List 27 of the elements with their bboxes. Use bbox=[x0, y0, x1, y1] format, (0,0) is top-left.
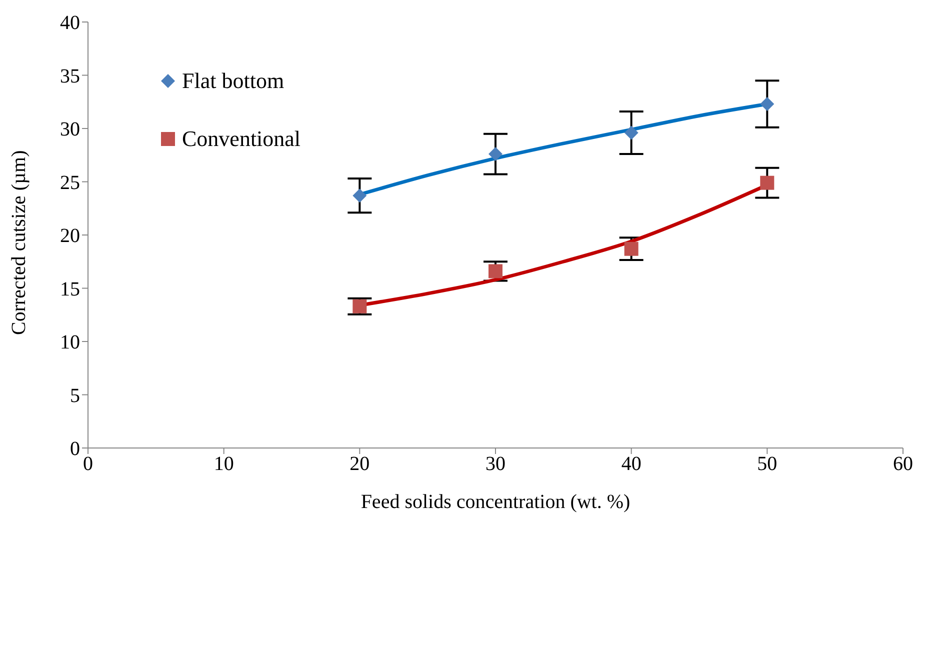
legend-label: Conventional bbox=[182, 126, 301, 152]
x-tick-label: 40 bbox=[621, 453, 642, 476]
x-tick-label: 30 bbox=[486, 453, 506, 476]
y-tick-label: 35 bbox=[60, 65, 80, 88]
x-axis-title: Feed solids concentration (wt. %) bbox=[360, 491, 630, 513]
point bbox=[760, 176, 774, 190]
y-tick-label: 20 bbox=[60, 225, 80, 248]
x-tick-label: 50 bbox=[757, 453, 778, 476]
y-tick-label: 25 bbox=[60, 172, 80, 194]
x-tick-label: 20 bbox=[350, 453, 370, 476]
legend-label: Flat bottom bbox=[182, 68, 284, 94]
y-tick-label: 30 bbox=[60, 118, 80, 141]
y-tick-label: 10 bbox=[60, 332, 80, 354]
point bbox=[352, 188, 367, 203]
point bbox=[624, 242, 638, 256]
y-tick-label: 15 bbox=[60, 278, 80, 300]
x-tick-label: 10 bbox=[214, 453, 234, 476]
point bbox=[488, 264, 502, 278]
point bbox=[624, 126, 638, 140]
y-axis-title: Corrected cutsize (µm) bbox=[8, 150, 30, 335]
point bbox=[488, 147, 502, 162]
y-tick-label: 5 bbox=[70, 384, 80, 407]
x-tick-label: 60 bbox=[893, 453, 913, 476]
y-tick-label: 0 bbox=[70, 438, 80, 460]
point bbox=[352, 299, 367, 314]
y-tick-label: 40 bbox=[60, 12, 80, 34]
point bbox=[760, 97, 774, 112]
